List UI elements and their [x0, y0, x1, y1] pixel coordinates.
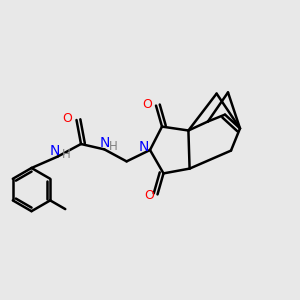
Text: N: N — [99, 136, 110, 150]
Text: H: H — [61, 148, 70, 161]
Text: N: N — [138, 140, 148, 154]
Text: N: N — [50, 144, 60, 158]
Text: O: O — [143, 98, 152, 111]
Text: O: O — [62, 112, 72, 125]
Text: O: O — [144, 189, 154, 203]
Text: H: H — [108, 140, 117, 154]
